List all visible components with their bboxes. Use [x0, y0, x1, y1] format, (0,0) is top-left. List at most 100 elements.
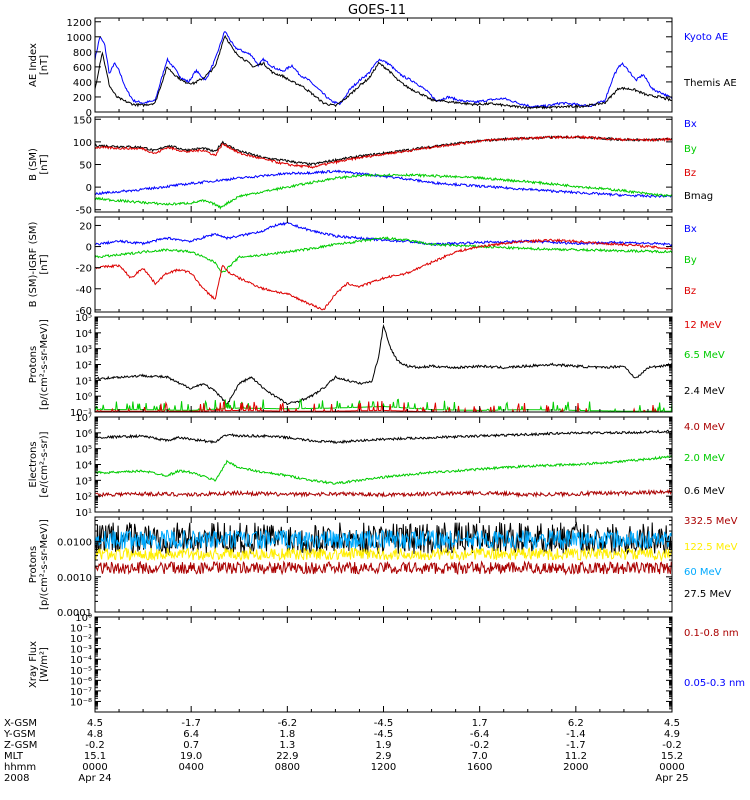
y-axis-label: B (SM)[nT]: [28, 148, 50, 181]
y-tick-label: -60: [76, 306, 92, 317]
y-axis-label-line: [p/(cm²-s-sr-MeV)]: [39, 319, 50, 410]
y-axis-label-line: [nT]: [39, 154, 50, 174]
y-tick-label: 10³: [75, 345, 92, 356]
y-axis-label: Xray Flux[W/m²]: [28, 641, 50, 688]
xaxis-row-name: hhmm: [4, 762, 36, 773]
legend-0-6-mev: 0.6 MeV: [684, 486, 725, 497]
y-tick-label: 10³: [75, 476, 92, 487]
xaxis-row-value: 22.9: [276, 751, 298, 762]
y-tick-label: 10⁻⁵: [70, 666, 92, 677]
xaxis-row-name: 2008: [4, 773, 29, 784]
xaxis-row-value: 4.8: [87, 729, 103, 740]
series-line-332-5-mev: [95, 560, 672, 576]
y-axis-label: Electrons[e/(cm²-s-sr)]: [28, 431, 50, 497]
xaxis-row-value: -1.4: [566, 729, 586, 740]
legend-332-5-mev: 332.5 MeV: [684, 516, 738, 527]
series-line-kyoto-ae: [95, 31, 672, 109]
y-tick-label: 10⁰: [75, 392, 92, 403]
series-line-by: [95, 236, 672, 273]
xaxis-row-value: -0.2: [85, 740, 105, 751]
y-tick-label: -20: [76, 264, 92, 275]
series-line-bx: [95, 169, 672, 198]
panel-4-series: [95, 324, 672, 412]
y-axis-label-line: [W/m²]: [39, 647, 50, 682]
xaxis-row-value: 4.9: [664, 729, 680, 740]
series-line-60-mev: [95, 529, 672, 551]
y-tick-label: 10⁵: [75, 445, 92, 456]
legend-kyoto-ae: Kyoto AE: [684, 32, 728, 43]
xaxis-row-value: 2000: [563, 762, 588, 773]
series-line-2-4-mev: [95, 324, 672, 406]
xaxis-row-value: -4.5: [374, 729, 394, 740]
y-tick-label: 10⁻⁶: [70, 676, 92, 687]
y-tick-label: 10¹: [75, 376, 92, 387]
y-tick-label: 0: [86, 108, 92, 119]
legend-6-5-mev: 6.5 MeV: [684, 350, 725, 361]
y-tick-label: 150: [73, 115, 92, 126]
legend-2-0-mev: 2.0 MeV: [684, 453, 725, 464]
panel-4: 10⁻¹ 10⁰ 10¹ 10² 10³ 10⁴ 10⁵ Protons[p/(cm²-s-s…: [28, 313, 725, 419]
y-tick-label: 1000: [67, 33, 92, 44]
y-tick-label: 10⁻²: [70, 634, 92, 645]
y-tick-label: 800: [73, 48, 92, 59]
y-tick-label: 0.0001: [57, 608, 92, 619]
legend-0-05-0-3-nm: 0.05-0.3 nm: [684, 678, 745, 689]
xaxis-row-value: 1.3: [279, 740, 295, 751]
y-tick-label: 0.0010: [57, 573, 92, 584]
y-axis-label: Protons[p/(cm²-s-sr-MeV)]: [28, 319, 50, 410]
legend-by: By: [684, 144, 697, 155]
y-axis-label-line: B (SM): [28, 148, 39, 181]
y-axis-label: AE Index[nT]: [28, 43, 50, 87]
xaxis-row-value: 15.1: [84, 751, 106, 762]
panel-6-series: [95, 521, 672, 576]
y-tick-label: 10⁴: [75, 461, 92, 472]
y-tick-label: 600: [73, 63, 92, 74]
chart-title: GOES-11: [348, 3, 406, 18]
series-line-122-5-mev: [95, 546, 672, 562]
panel-3: -60 -40 -20 0 20 B (SM)-IGRF (SM)[nT] Bx By Bz: [28, 216, 697, 317]
y-tick-label: 10⁻⁸: [70, 697, 92, 708]
series-line-bz: [95, 238, 672, 311]
panel-1-frame: [94, 17, 673, 113]
xaxis-row-value: 1200: [371, 762, 396, 773]
xaxis-row-value: Apr 24: [78, 773, 111, 784]
legend-27-5-mev: 27.5 MeV: [684, 589, 731, 600]
y-axis-label: B (SM)-IGRF (SM)[nT]: [28, 222, 50, 308]
series-line-27-5-mev: [95, 521, 672, 556]
y-tick-label: 10⁻¹: [70, 624, 92, 635]
y-tick-label: 10²: [75, 492, 92, 503]
xaxis-row-value: 19.0: [180, 751, 202, 762]
y-tick-label: 10⁻⁴: [70, 655, 92, 666]
y-tick-label: 0.0100: [57, 538, 92, 549]
panel-5: 10¹ 10² 10³ 10⁴ 10⁵ 10⁶ 10⁷ Electrons[e/(cm²-s-…: [28, 413, 725, 519]
y-tick-label: 10¹: [75, 508, 92, 519]
y-tick-label: 10⁻¹: [70, 408, 92, 419]
y-axis-label-line: B (SM)-IGRF (SM): [28, 222, 39, 308]
series-line-bmag: [95, 135, 672, 167]
xaxis-row-value: Apr 25: [655, 773, 688, 784]
y-tick-label: 10⁻⁷: [70, 687, 92, 698]
xaxis-row-value: -0.2: [662, 740, 682, 751]
y-axis-label-line: Xray Flux: [28, 641, 39, 688]
xaxis-row-value: 0.7: [183, 740, 199, 751]
xaxis-row-value: -0.2: [470, 740, 490, 751]
panel-5-series: [95, 429, 672, 499]
series-line-by: [95, 172, 672, 210]
xaxis-row-value: 0000: [659, 762, 684, 773]
xaxis-row-value: -1.7: [566, 740, 586, 751]
legend-2-4-mev: 2.4 MeV: [684, 386, 725, 397]
xaxis-row-value: 4.5: [87, 718, 103, 729]
xaxis-row-name: Y-GSM: [3, 729, 36, 740]
y-tick-label: 10⁵: [75, 313, 92, 324]
y-tick-label: 1200: [67, 18, 92, 29]
y-axis-label-line: Protons: [28, 346, 39, 383]
xaxis-row-value: 6.4: [183, 729, 199, 740]
xaxis-row-name: X-GSM: [4, 718, 37, 729]
xaxis-row-value: 2.9: [376, 751, 392, 762]
legend-bmag: Bmag: [684, 191, 713, 202]
panel-3-frame: [94, 216, 673, 313]
xaxis-row-value: 0800: [275, 762, 300, 773]
xaxis-row-value: -6.4: [470, 729, 490, 740]
panel-4-frame: [94, 316, 673, 413]
